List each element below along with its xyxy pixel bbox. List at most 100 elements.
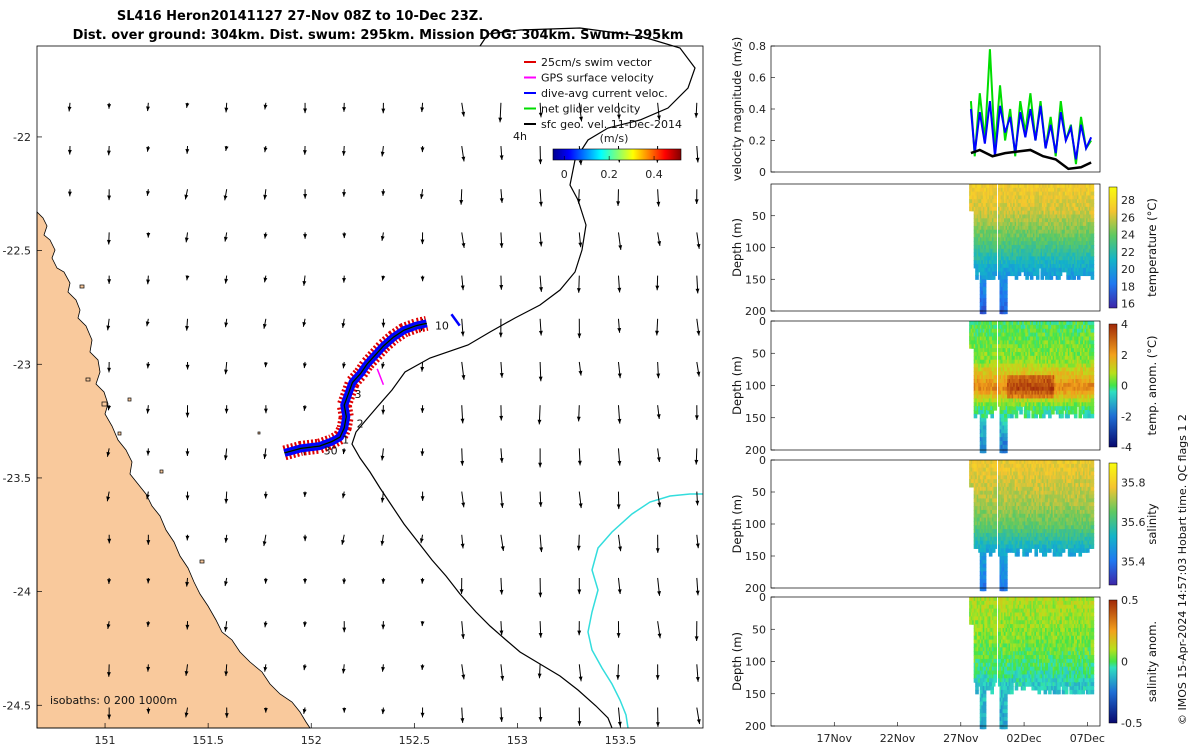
current-arrowhead [184,670,189,676]
heatmap-cell [1004,294,1008,299]
current-arrowhead [380,235,385,241]
heatmap-cell [1090,359,1095,365]
current-arrowhead [419,538,424,544]
heatmap-cell [982,582,987,588]
heatmap-cell [993,344,998,349]
heatmap-cell [982,571,987,576]
colorbar-title: (m/s) [600,132,629,145]
heatmap-cell [982,579,987,584]
current-arrowhead [617,373,622,379]
track-day-label: 30 [324,445,338,458]
heatmap-cell [1019,406,1023,411]
current-arrowhead [67,191,72,197]
panel-y-tick-label: 100 [745,242,766,255]
current-arrowhead [67,106,72,112]
heatmap-cell [1090,229,1095,235]
heatmap-cell [982,275,987,280]
heatmap-cell [993,363,998,369]
heatmap-cell [1017,271,1022,277]
heatmap-cell [1087,410,1092,415]
heatmap-cell [1090,260,1095,265]
current-arrowhead [576,288,581,293]
title-line-1: SL416 Heron20141127 27-Nov 08Z to 10-Dec… [117,9,483,24]
heatmap-cell [1090,340,1095,345]
current-arrowhead [185,275,190,281]
panel-y-tick-label: 100 [745,380,766,393]
current-arrowhead [263,147,268,153]
current-arrowhead [539,287,543,292]
heatmap-cell [1090,410,1095,415]
heatmap-cell [1004,302,1008,307]
current-arrowhead [303,108,308,114]
current-arrowhead [381,709,386,715]
map-x-tick-label: 153 [507,734,528,747]
heatmap-cell [1067,271,1072,277]
current-arrowhead [420,147,425,153]
heatmap-columns [969,321,1095,454]
current-arrowhead [657,241,662,246]
current-arrowhead [538,159,543,165]
colorbar-ticks: 0 0.2 0.4 [561,156,663,181]
heatmap-cell [982,290,987,296]
current-arrowhead [696,330,701,336]
current-arrowhead [656,115,661,121]
current-arrowhead [263,454,267,459]
heatmap-cell [1011,406,1016,411]
heatmap-cell [1026,410,1031,415]
heatmap-cell [993,375,998,380]
heatmap-cell [1084,413,1089,419]
current-arrowhead [656,457,661,462]
current-arrowhead [263,277,268,283]
heatmap-columns [969,460,1095,592]
map-x-ticks: 151 151.5 152 152.5 153 153.5 [95,723,636,747]
heatmap-cell [982,586,987,592]
heatmap-cell [1073,413,1078,419]
current-arrowhead [185,535,190,541]
heatmap-cell [1004,279,1008,284]
current-arrowhead [576,416,581,422]
heatmap-cell [993,406,998,411]
current-arrowhead [185,364,190,370]
track-day-label: 2 [357,417,364,430]
heatmap-cell [993,214,998,219]
current-arrowhead [538,201,543,207]
current-arrowhead [263,622,268,628]
series-line-net-glider-velocity [969,49,1092,165]
panel-colorbar [1108,323,1118,448]
current-arrowhead [694,636,699,641]
current-arrowhead [420,107,425,113]
map-y-tick-label: -22 [13,131,31,144]
current-arrowhead [538,462,543,468]
track-day-label: 1 [342,433,349,446]
current-arrowhead [694,199,699,204]
heatmap-cell [1087,267,1092,273]
heatmap-cell [993,260,998,265]
current-arrowhead [657,633,662,639]
current-arrowhead [538,633,543,638]
heatmap-cell [1035,271,1040,277]
map-axes-frame [36,45,704,729]
current-arrowhead [107,195,112,201]
heatmap-cell [1026,413,1031,419]
heatmap-cell [993,225,998,231]
heatmap-cell [993,351,998,357]
heatmap-cell [982,444,987,450]
heatmap-cell [1090,222,1095,227]
current-arrowhead [498,332,503,338]
heatmap-cell [1078,413,1083,419]
current-arrowhead [656,201,661,207]
current-arrowhead [224,537,229,543]
current-arrowhead [578,160,583,166]
heatmap-cell [1090,275,1095,280]
heatmap-cell [993,386,998,392]
current-arrowhead [146,708,151,714]
heatmap-cell [991,548,996,553]
heatmap-cell [1005,271,1010,277]
heatmap-cell [1090,271,1095,277]
legend-label: sfc geo. vel. 11-Dec-2014 [541,118,682,131]
heatmap-cell [1090,199,1095,204]
current-arrowhead [146,279,150,285]
